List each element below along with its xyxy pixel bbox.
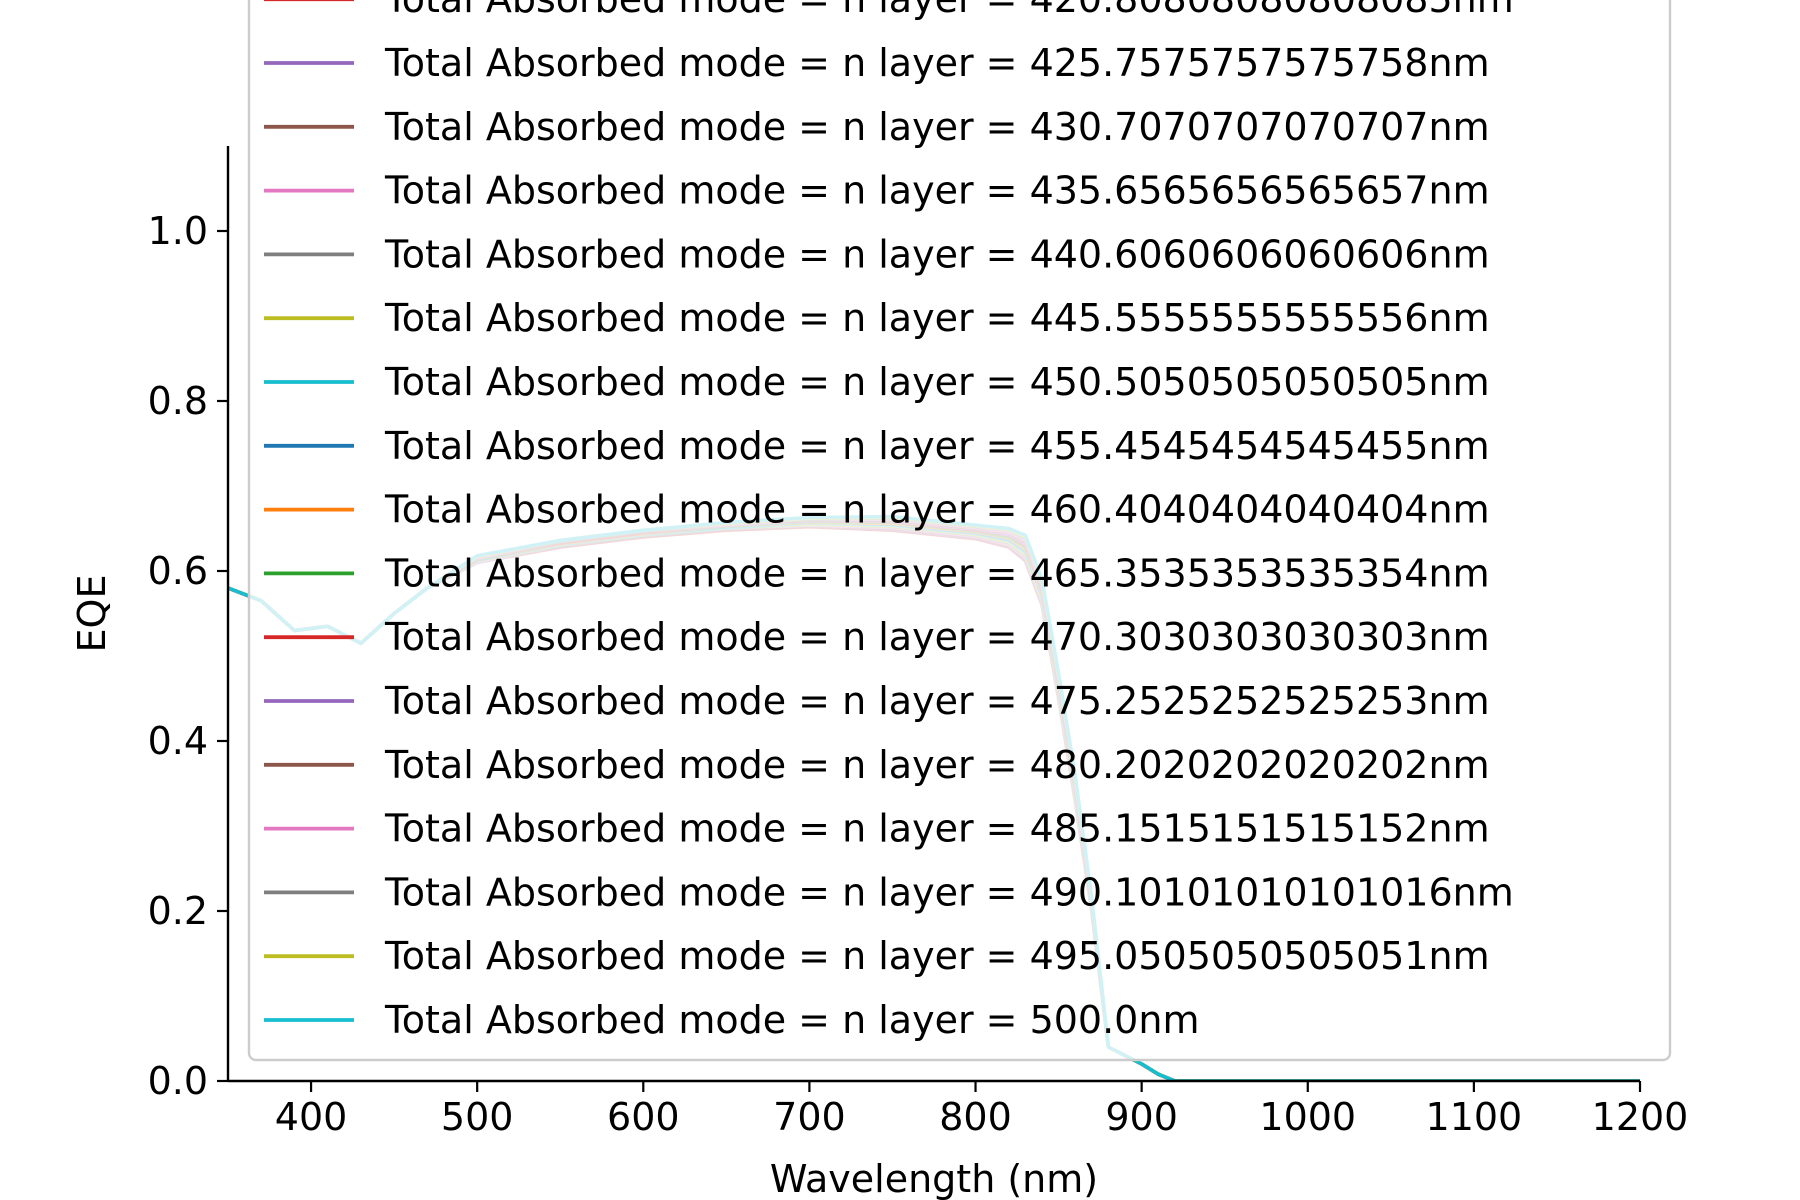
legend-entry-label: Total Absorbed mode = n layer = 460.4040… bbox=[384, 488, 1490, 532]
x-tick-label: 1100 bbox=[1426, 1095, 1523, 1139]
legend-entry-label: Total Absorbed mode = n layer = 485.1515… bbox=[384, 807, 1490, 851]
x-tick-label: 800 bbox=[939, 1095, 1012, 1139]
legend-entry-label: Total Absorbed mode = n layer = 430.7070… bbox=[384, 105, 1490, 149]
legend-entry-label: Total Absorbed mode = n layer = 425.7575… bbox=[384, 41, 1490, 85]
legend-entry-label: Total Absorbed mode = n layer = 420.8080… bbox=[384, 0, 1514, 21]
legend-entry-label: Total Absorbed mode = n layer = 470.3030… bbox=[384, 615, 1490, 659]
y-tick-label: 0.4 bbox=[148, 719, 208, 763]
legend-entry-label: Total Absorbed mode = n layer = 475.2525… bbox=[384, 679, 1490, 723]
x-tick-label: 500 bbox=[441, 1095, 514, 1139]
legend-entry-label: Total Absorbed mode = n layer = 435.6565… bbox=[384, 169, 1490, 213]
x-tick-label: 900 bbox=[1105, 1095, 1178, 1139]
legend-entry-label: Total Absorbed mode = n layer = 445.5555… bbox=[384, 296, 1490, 340]
y-tick-label: 1.0 bbox=[148, 209, 208, 253]
x-tick-label: 1200 bbox=[1592, 1095, 1689, 1139]
legend-entry-label: Total Absorbed mode = n layer = 465.3535… bbox=[384, 551, 1490, 595]
x-tick-label: 600 bbox=[607, 1095, 680, 1139]
y-tick-label: 0.0 bbox=[148, 1059, 208, 1103]
legend-box bbox=[247, 0, 1672, 1062]
x-tick-label: 1000 bbox=[1259, 1095, 1356, 1139]
y-tick-label: 0.2 bbox=[148, 889, 208, 933]
legend-entry-label: Total Absorbed mode = n layer = 490.1010… bbox=[384, 870, 1514, 914]
legend-entry-label: Total Absorbed mode = n layer = 480.2020… bbox=[384, 743, 1490, 787]
legend-entry-label: Total Absorbed mode = n layer = 500.0nm bbox=[384, 998, 1199, 1042]
x-axis-label: Wavelength (nm) bbox=[770, 1157, 1098, 1200]
x-tick-label: 700 bbox=[773, 1095, 846, 1139]
axes: 400 500 600 700 800 900 1000 1100 1200 0.0 0.2 0.4 0… bbox=[70, 146, 1688, 1200]
legend-entry-label: Total Absorbed mode = n layer = 440.6060… bbox=[384, 232, 1490, 276]
legend-entry-label: Total Absorbed mode = n layer = 450.5050… bbox=[384, 360, 1490, 404]
x-tick-label: 400 bbox=[275, 1095, 348, 1139]
legend-entry-label: Total Absorbed mode = n layer = 495.0505… bbox=[384, 934, 1490, 978]
legend-entry-label: Total Absorbed mode = n layer = 455.4545… bbox=[384, 424, 1490, 468]
y-tick-label: 0.8 bbox=[148, 379, 208, 423]
y-axis-label: EQE bbox=[70, 575, 114, 653]
legend: Total Absorbed mode = n layer = 420.8080… bbox=[247, 0, 1672, 1062]
y-tick-label: 0.6 bbox=[148, 549, 208, 593]
